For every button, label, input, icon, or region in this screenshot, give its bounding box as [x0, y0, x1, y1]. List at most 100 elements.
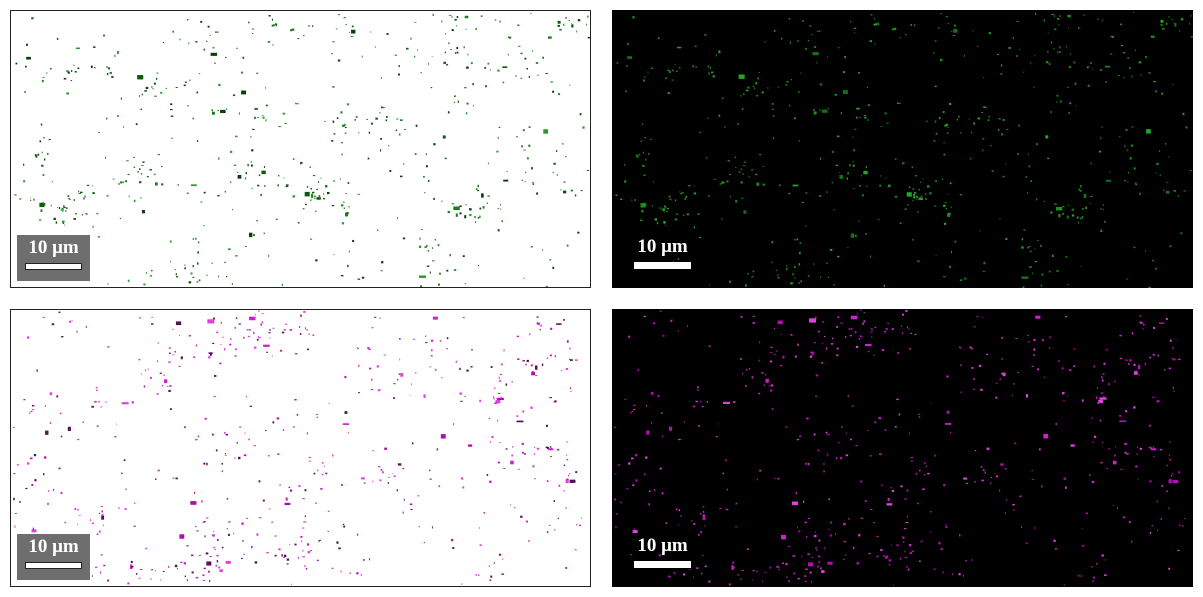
particle: [667, 92, 671, 94]
particle: [667, 207, 669, 210]
particle: [805, 47, 807, 50]
particle: [669, 426, 673, 431]
particle: [856, 107, 860, 110]
particle: [542, 56, 544, 59]
particle: [416, 49, 418, 51]
particle: [53, 217, 56, 221]
particle: [116, 423, 118, 425]
particle: [215, 564, 217, 567]
particle: [1142, 328, 1144, 330]
particle: [264, 185, 266, 188]
particle: [501, 573, 504, 575]
particle: [394, 54, 397, 56]
particle: [1131, 144, 1134, 147]
particle: [306, 348, 309, 351]
particle: [949, 265, 951, 268]
particle: [1168, 156, 1170, 158]
particle: [1058, 24, 1060, 26]
particle: [722, 97, 724, 100]
particle: [1100, 461, 1103, 464]
particle: [1134, 182, 1137, 184]
particle: [459, 212, 462, 215]
particle: [724, 126, 726, 128]
particle: [577, 20, 580, 22]
particle: [999, 217, 1001, 220]
particle: [782, 355, 785, 358]
particle: [224, 348, 226, 351]
particle: [904, 550, 906, 553]
particle: [497, 136, 499, 140]
particle: [1000, 463, 1004, 466]
particle: [934, 40, 937, 42]
particle: [135, 573, 138, 575]
particle: [414, 152, 417, 156]
particle: [254, 116, 256, 119]
particle: [548, 524, 551, 526]
particle: [922, 177, 924, 179]
particle: [640, 219, 643, 221]
particle: [179, 38, 181, 41]
particle: [549, 259, 552, 261]
particle: [951, 573, 954, 575]
particle: [556, 448, 560, 451]
particle: [467, 444, 473, 447]
particle: [898, 413, 901, 416]
particle: [815, 395, 818, 397]
particle: [806, 536, 808, 538]
particle: [644, 473, 646, 476]
particle: [790, 282, 793, 285]
particle: [195, 439, 198, 441]
particle: [1129, 157, 1132, 160]
particle: [268, 332, 271, 334]
particle: [1180, 18, 1184, 21]
particle: [48, 138, 51, 141]
particle: [645, 404, 647, 407]
particle: [1065, 315, 1068, 318]
particle: [799, 435, 801, 438]
particle: [1062, 400, 1066, 402]
particle: [1059, 15, 1061, 18]
particle: [398, 337, 401, 340]
particle: [1133, 364, 1135, 366]
particle: [674, 218, 678, 221]
particle: [1182, 525, 1184, 527]
particle: [57, 206, 59, 209]
particle: [1035, 315, 1041, 319]
particle: [752, 315, 755, 317]
particle: [354, 118, 356, 121]
particle: [1153, 80, 1156, 83]
particle: [746, 548, 749, 550]
particle: [632, 530, 638, 533]
particle: [774, 327, 775, 330]
particle: [276, 24, 278, 27]
particle: [194, 491, 196, 494]
particle: [277, 175, 280, 177]
particle: [498, 553, 502, 556]
particle: [500, 203, 502, 206]
particle: [275, 218, 278, 220]
particle: [1090, 162, 1092, 165]
particle: [719, 508, 722, 509]
particle: [640, 203, 646, 208]
particle: [1171, 19, 1173, 21]
particle: [306, 543, 310, 546]
particle: [938, 117, 941, 119]
particle: [557, 24, 560, 27]
particle: [473, 82, 474, 85]
particle: [1089, 474, 1091, 477]
particle: [1106, 468, 1109, 469]
particle: [900, 485, 903, 488]
particle: [894, 158, 897, 160]
particle: [464, 395, 466, 397]
particle: [685, 195, 688, 198]
particle: [1102, 204, 1104, 206]
particle: [100, 406, 103, 408]
particle: [493, 562, 495, 564]
particle: [524, 57, 527, 60]
particle: [114, 54, 116, 58]
particle: [733, 401, 736, 404]
particle: [91, 522, 95, 525]
particle: [112, 178, 115, 180]
particle: [901, 332, 904, 335]
particle: [207, 319, 215, 324]
